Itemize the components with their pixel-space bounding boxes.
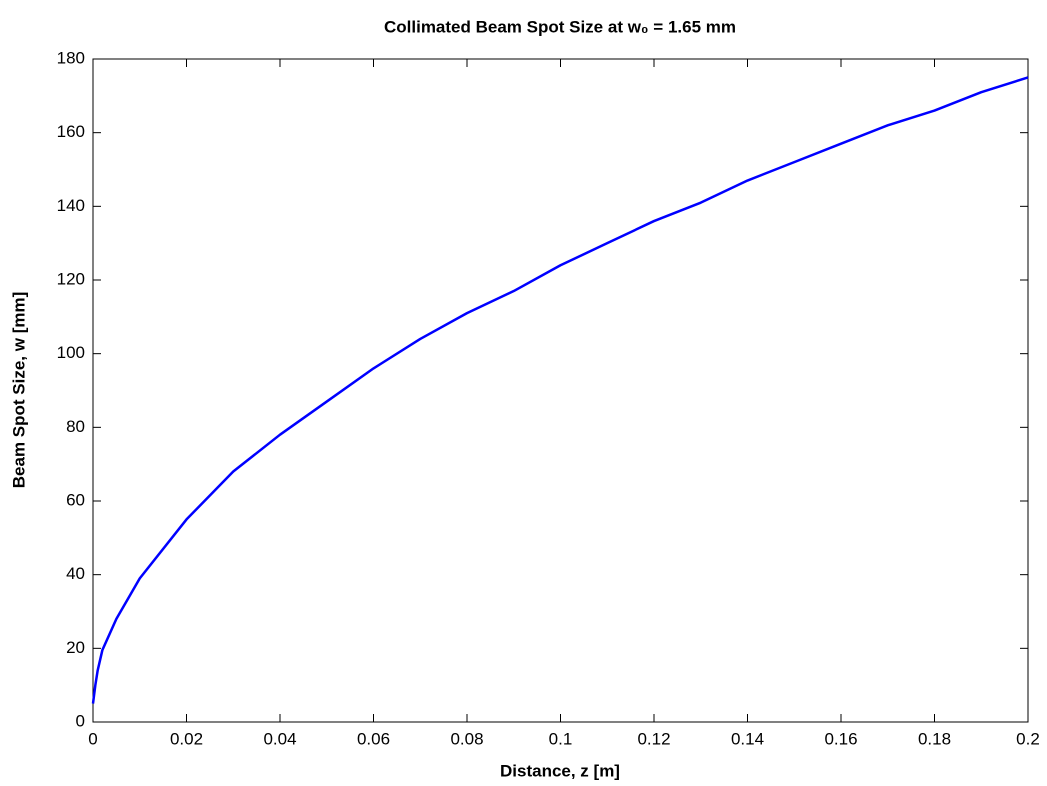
- chart-title: Collimated Beam Spot Size at w₀ = 1.65 m…: [384, 17, 736, 36]
- x-tick-label: 0.02: [170, 729, 203, 748]
- data-line: [91, 76, 1029, 704]
- x-tick-label: 0: [88, 729, 97, 748]
- plot-area: [92, 58, 1029, 723]
- x-tick-label: 0.16: [824, 729, 857, 748]
- x-tick-label: 0.12: [637, 729, 670, 748]
- y-tick-label: 160: [57, 122, 85, 141]
- x-axis-label: Distance, z [m]: [500, 761, 620, 780]
- y-tick-label: 0: [76, 711, 85, 730]
- y-tick-label: 120: [57, 269, 85, 288]
- y-tick-label: 180: [57, 48, 85, 67]
- y-tick-label: 140: [57, 196, 85, 215]
- y-tick-label: 80: [66, 417, 85, 436]
- x-tick-label: 0.14: [731, 729, 764, 748]
- y-axis-label: Beam Spot Size, w [mm]: [9, 292, 28, 488]
- y-tick-label: 100: [57, 343, 85, 362]
- y-tick-label: 60: [66, 490, 85, 509]
- x-tick-label: 0.18: [918, 729, 951, 748]
- y-tick-label: 20: [66, 638, 85, 657]
- y-tick-label: 40: [66, 564, 85, 583]
- x-tick-label: 0.08: [450, 729, 483, 748]
- x-tick-label: 0.1: [549, 729, 573, 748]
- x-tick-label: 0.06: [357, 729, 390, 748]
- x-tick-label: 0.04: [263, 729, 296, 748]
- x-tick-label: 0.2: [1016, 729, 1040, 748]
